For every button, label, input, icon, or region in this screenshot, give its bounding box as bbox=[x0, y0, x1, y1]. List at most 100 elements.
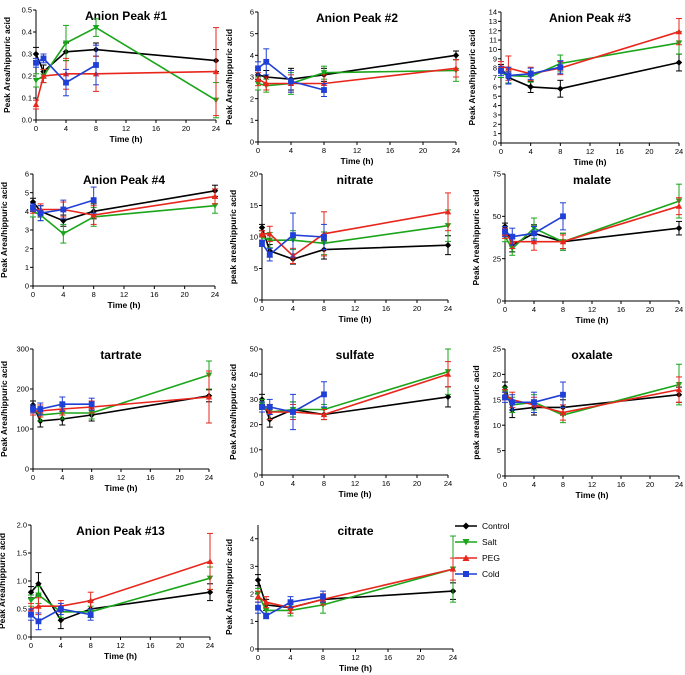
y-tick-label: 5 bbox=[250, 29, 254, 38]
data-point-cold bbox=[321, 391, 327, 398]
data-point-peg bbox=[675, 28, 683, 35]
y-tick-label: 0.5 bbox=[17, 605, 27, 614]
data-point-peg bbox=[675, 386, 683, 393]
series-control bbox=[29, 389, 213, 428]
series-line-control bbox=[32, 190, 216, 222]
data-point-cold bbox=[527, 70, 534, 77]
series-line-cold bbox=[33, 403, 92, 410]
data-point-peg bbox=[87, 597, 94, 604]
y-tick-label: 13 bbox=[489, 17, 497, 26]
data-point-cold bbox=[37, 210, 44, 217]
x-tick-label: 24 bbox=[675, 147, 683, 156]
x-tick-label: 0 bbox=[29, 641, 33, 650]
x-tick-label: 4 bbox=[532, 480, 536, 489]
x-axis-label: Time (h) bbox=[574, 157, 607, 167]
series-cold bbox=[255, 590, 326, 620]
series-line-cold bbox=[257, 595, 324, 617]
y-tick-label: 2 bbox=[250, 94, 254, 103]
legend-label-cold: Cold bbox=[482, 569, 500, 579]
y-axis-label: Peak Area/hippuric acid bbox=[0, 533, 7, 629]
data-point-peg bbox=[262, 598, 270, 605]
y-tick-label: 4 bbox=[493, 101, 497, 110]
y-tick-label: 5 bbox=[497, 446, 501, 455]
x-tick-label: 12 bbox=[353, 146, 361, 155]
x-tick-label: 12 bbox=[588, 480, 596, 489]
y-tick-label: 1.5 bbox=[17, 549, 27, 558]
y-tick-label: 3 bbox=[250, 73, 254, 82]
y-tick-label: 10 bbox=[250, 233, 258, 242]
series-line-peg bbox=[504, 205, 680, 243]
y-tick-label: 8 bbox=[493, 64, 497, 73]
data-point-cold bbox=[531, 230, 537, 237]
data-point-cold bbox=[63, 79, 69, 86]
x-tick-label: 8 bbox=[92, 290, 96, 299]
series-peg bbox=[258, 192, 452, 264]
data-point-cold bbox=[560, 213, 566, 220]
data-point-cold bbox=[287, 599, 294, 606]
y-tick-label: 0.1 bbox=[22, 94, 32, 103]
y-tick-label: 100 bbox=[16, 425, 29, 434]
x-tick-label: 16 bbox=[386, 146, 394, 155]
data-point-peg bbox=[254, 75, 262, 82]
y-tick-label: 1 bbox=[250, 116, 254, 125]
data-point-salt bbox=[62, 40, 70, 47]
y-tick-label: 1 bbox=[25, 263, 29, 272]
x-tick-label: 20 bbox=[646, 480, 654, 489]
series-line-control bbox=[257, 54, 457, 81]
data-point-cold bbox=[502, 228, 508, 235]
y-tick-label: 7 bbox=[493, 73, 497, 82]
y-tick-label: 20 bbox=[250, 420, 258, 429]
series-cold bbox=[259, 212, 327, 262]
data-point-control bbox=[27, 589, 35, 596]
data-point-control bbox=[254, 576, 262, 584]
panel-title: tartrate bbox=[100, 348, 142, 362]
series-peg bbox=[501, 376, 683, 421]
x-tick-label: 12 bbox=[586, 147, 594, 156]
series-line-cold bbox=[30, 608, 91, 623]
panel-anion-peak-1: 0.0 0.1 0.2 0.3 0.4 0.5 0 4 8 12 16 20 24 Anion Peak … bbox=[2, 6, 220, 144]
y-tick-label: 6 bbox=[250, 8, 254, 17]
y-tick-label: 5 bbox=[493, 92, 497, 101]
y-tick-label: 75 bbox=[493, 170, 501, 179]
series-peg bbox=[32, 27, 220, 117]
x-tick-label: 20 bbox=[416, 653, 424, 662]
data-point-cold bbox=[266, 251, 273, 258]
data-point-cold bbox=[90, 197, 97, 204]
y-tick-label: 25 bbox=[493, 254, 501, 263]
y-tick-label: 14 bbox=[489, 8, 497, 17]
series-control bbox=[501, 381, 683, 419]
data-point-cold bbox=[35, 618, 42, 625]
data-point-cold bbox=[40, 55, 47, 62]
x-tick-label: 20 bbox=[419, 146, 427, 155]
x-tick-label: 16 bbox=[152, 124, 160, 133]
series-line-cold bbox=[262, 393, 325, 413]
data-point-peg bbox=[263, 80, 270, 87]
x-axis-label: Time (h) bbox=[104, 651, 137, 661]
x-axis-label: Time (h) bbox=[105, 483, 138, 493]
x-tick-label: 0 bbox=[260, 479, 264, 488]
y-tick-label: 0.5 bbox=[22, 6, 32, 15]
legend-item-cold: Cold bbox=[455, 569, 500, 579]
x-tick-label: 0 bbox=[31, 290, 35, 299]
data-point-control bbox=[32, 50, 40, 58]
data-point-cold bbox=[37, 406, 44, 412]
y-tick-label: 20 bbox=[493, 370, 501, 379]
y-tick-label: 30 bbox=[250, 395, 258, 404]
x-axis-label: Time (h) bbox=[576, 490, 609, 500]
x-tick-label: 24 bbox=[452, 146, 460, 155]
panel-title: Anion Peak #2 bbox=[316, 11, 398, 25]
legend-item-control: Control bbox=[455, 521, 510, 531]
x-tick-label: 0 bbox=[499, 147, 503, 156]
x-tick-label: 12 bbox=[117, 473, 125, 482]
y-tick-label: 300 bbox=[16, 345, 29, 354]
data-point-peg bbox=[211, 193, 219, 199]
data-point-cold bbox=[288, 78, 294, 85]
panel-oxalate: 0 5 10 15 20 25 0 4 8 12 16 20 24 oxalate Time (h) peak… bbox=[471, 345, 683, 500]
x-tick-label: 12 bbox=[588, 305, 596, 314]
y-tick-label: 12 bbox=[489, 26, 497, 35]
y-tick-label: 15 bbox=[250, 201, 258, 210]
x-tick-label: 12 bbox=[120, 290, 128, 299]
series-cold bbox=[30, 186, 97, 222]
data-point-control bbox=[29, 198, 37, 206]
